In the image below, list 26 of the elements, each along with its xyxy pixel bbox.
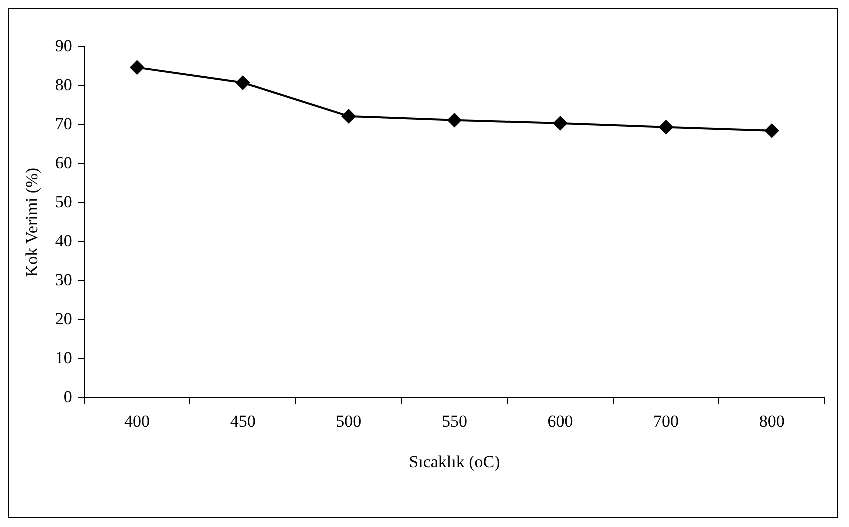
y-tick-label: 70 xyxy=(55,114,72,134)
y-tick-label: 50 xyxy=(55,192,72,212)
y-tick-label: 40 xyxy=(55,232,72,251)
point xyxy=(130,60,144,75)
x-tick-label: 400 xyxy=(124,412,150,431)
point xyxy=(554,116,568,130)
point xyxy=(448,113,462,128)
x-tick-label: 800 xyxy=(759,412,785,431)
point xyxy=(236,76,250,90)
x-tick-label: 550 xyxy=(442,412,468,431)
y-tick-label: 30 xyxy=(55,270,72,290)
y-tick-label: 20 xyxy=(55,310,72,329)
y-tick-label: 90 xyxy=(55,36,72,56)
y-tick-label: 0 xyxy=(64,388,72,407)
y-tick-label: 10 xyxy=(55,348,72,368)
point xyxy=(765,124,780,138)
point xyxy=(659,120,674,134)
x-tick-label: 700 xyxy=(654,412,680,431)
x-axis-title: Sıcaklık (oC) xyxy=(409,452,500,472)
y-axis-title: Kok Verimi (%) xyxy=(22,168,42,278)
x-tick-label: 500 xyxy=(336,412,362,431)
y-tick-label: 60 xyxy=(55,154,72,173)
point xyxy=(342,109,356,124)
y-tick-label: 80 xyxy=(55,75,72,94)
x-tick-label: 450 xyxy=(230,412,256,431)
x-tick-label: 600 xyxy=(548,412,574,431)
